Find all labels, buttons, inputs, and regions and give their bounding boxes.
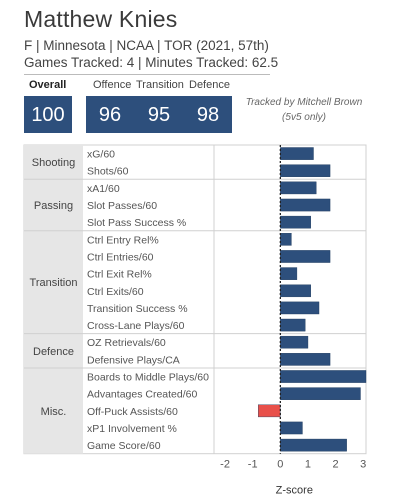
metric-label: Advantages Created/60 bbox=[87, 389, 197, 401]
x-tick-label: 0 bbox=[277, 459, 283, 471]
header-divider bbox=[24, 74, 270, 75]
credit-tracker: Tracked by Mitchell Brown bbox=[245, 97, 363, 108]
metric-bar bbox=[280, 318, 306, 332]
x-tick-label: 3 bbox=[360, 459, 366, 471]
metric-label: Ctrl Exit Rel% bbox=[87, 269, 152, 281]
x-tick-label: -2 bbox=[220, 459, 230, 471]
category-cell bbox=[24, 179, 83, 231]
defence-label: Defence bbox=[189, 79, 230, 91]
metric-bar bbox=[280, 198, 331, 212]
metric-bar bbox=[280, 250, 331, 263]
metric-label: Defensive Plays/CA bbox=[87, 354, 180, 366]
offence-score: 96 bbox=[98, 104, 122, 126]
metric-bar bbox=[280, 335, 309, 349]
category-label: Passing bbox=[34, 200, 73, 212]
x-tick-label: 1 bbox=[305, 459, 311, 471]
metric-bar bbox=[280, 353, 331, 366]
metric-label: xP1 Involvement % bbox=[87, 423, 177, 435]
component-scores-box: 96 95 98 bbox=[86, 96, 232, 133]
category-label: Defence bbox=[33, 346, 74, 358]
metric-bar bbox=[280, 284, 311, 298]
metric-label: Slot Pass Success % bbox=[87, 217, 186, 229]
metric-bar bbox=[280, 370, 367, 383]
metric-label: Game Score/60 bbox=[87, 440, 161, 452]
defence-score: 98 bbox=[196, 104, 220, 126]
metric-label: xG/60 bbox=[87, 149, 115, 161]
credit: Tracked by Mitchell Brown (5v5 only) bbox=[238, 95, 370, 125]
transition-score: 95 bbox=[147, 104, 171, 126]
credit-note: (5v5 only) bbox=[282, 112, 326, 123]
x-axis-label: Z-score bbox=[276, 485, 313, 497]
games-tracked: Games Tracked: 4 | Minutes Tracked: 62.5 bbox=[24, 55, 279, 70]
metric-bar bbox=[280, 164, 331, 177]
metric-label: Transition Success % bbox=[87, 303, 188, 315]
metric-bar bbox=[280, 181, 317, 195]
category-cell bbox=[24, 145, 83, 180]
metric-label: Boards to Middle Plays/60 bbox=[87, 372, 209, 384]
metric-label: Slot Passes/60 bbox=[87, 200, 157, 212]
category-cell bbox=[24, 367, 83, 454]
overall-score-box: 100 bbox=[24, 96, 72, 133]
metric-bar bbox=[280, 387, 361, 400]
metric-bar bbox=[258, 404, 281, 418]
overall-label: Overall bbox=[29, 79, 67, 91]
overall-score: 100 bbox=[31, 104, 65, 126]
metric-bar bbox=[280, 301, 320, 315]
player-info: F | Minnesota | NCAA | TOR (2021, 57th) bbox=[24, 38, 269, 53]
metric-label: Ctrl Exits/60 bbox=[87, 286, 144, 298]
metric-bar bbox=[280, 421, 303, 435]
category-label: Shooting bbox=[32, 157, 75, 169]
metric-label: Ctrl Entries/60 bbox=[87, 251, 154, 263]
category-cell bbox=[24, 230, 83, 334]
metric-label: Off-Puck Assists/60 bbox=[87, 406, 178, 418]
metric-bar bbox=[280, 215, 311, 229]
category-label: Misc. bbox=[41, 406, 67, 418]
metric-bar bbox=[280, 233, 292, 246]
x-tick-label: 2 bbox=[333, 459, 339, 471]
offence-label: Offence bbox=[93, 79, 132, 91]
category-cell bbox=[24, 333, 83, 368]
metric-label: OZ Retrievals/60 bbox=[87, 337, 166, 349]
transition-label: Transition bbox=[136, 79, 184, 91]
metric-label: Ctrl Entry Rel% bbox=[87, 234, 159, 246]
metric-bar bbox=[280, 267, 298, 280]
metric-bar bbox=[280, 147, 314, 160]
metric-bar bbox=[280, 438, 347, 452]
metric-label: xA1/60 bbox=[87, 183, 120, 195]
player-name: Matthew Knies bbox=[24, 6, 178, 32]
category-label: Transition bbox=[30, 277, 78, 289]
metric-label: Shots/60 bbox=[87, 166, 129, 178]
metric-label: Cross-Lane Plays/60 bbox=[87, 320, 185, 332]
x-tick-label: -1 bbox=[248, 459, 258, 471]
